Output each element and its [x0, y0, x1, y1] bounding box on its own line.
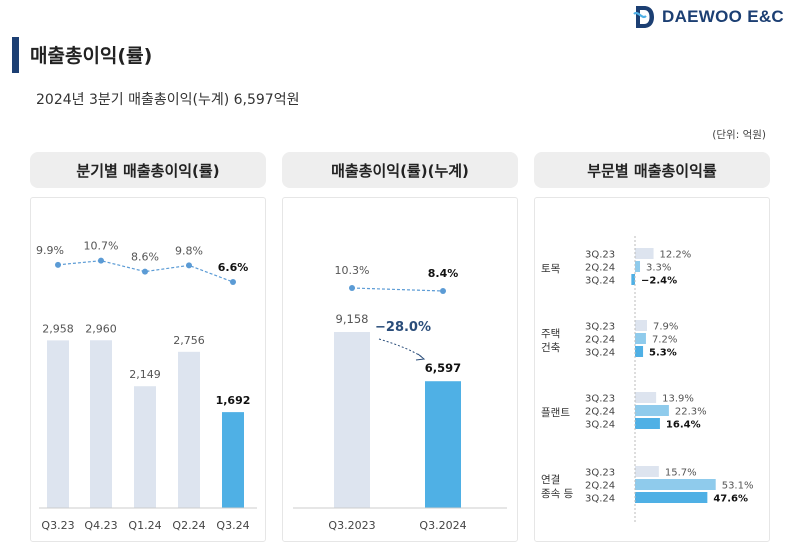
period-label: 3Q.23 [585, 322, 615, 333]
bar-value-label: 2,960 [85, 322, 117, 335]
company-logo: DAEWOO E&C [632, 4, 784, 30]
margin-label: 6.6% [218, 261, 249, 274]
bar-Q2.24 [178, 351, 200, 508]
margin-point [142, 268, 148, 275]
segment-value-label: 16.4% [666, 420, 701, 431]
margin-label: 9.8% [175, 244, 203, 257]
logo-mark-icon [633, 6, 654, 28]
period-label: 3Q.23 [585, 394, 615, 405]
period-label: 2Q.24 [585, 335, 615, 346]
segment-value-label: −2.4% [641, 276, 677, 287]
margin-label: 10.7% [84, 240, 119, 253]
period-label: 2Q.24 [585, 407, 615, 418]
panel-title-cumulative: 매출총이익(률)(누계) [282, 152, 518, 188]
panel-title-segment: 부문별 매출총이익률 [534, 152, 770, 188]
period-label: 3Q.23 [585, 250, 615, 261]
quarterly-chart: 2,958 Q3.23 2,960 Q4.23 2,149 Q1.24 2,756 Q2.24… [36, 240, 257, 532]
unit-note: (단위: 억원) [712, 129, 766, 141]
segment-value-label: 15.7% [665, 468, 697, 479]
x-tick-label: Q3.23 [41, 519, 74, 532]
x-tick-label: Q3.2023 [328, 519, 375, 532]
period-label: 3Q.24 [585, 420, 615, 431]
segment-bar [635, 261, 641, 272]
segment-bar [635, 333, 646, 344]
bar-value-label: 9,158 [336, 312, 369, 326]
change-rate-label: −28.0% [375, 320, 431, 335]
segment-bar [631, 274, 635, 285]
page-subtitle: 2024년 3분기 매출총이익(누계) 6,597억원 [36, 92, 300, 108]
segment-bar [635, 492, 708, 503]
x-tick-label: Q4.23 [84, 519, 117, 532]
bar-Q3.2023 [334, 332, 370, 508]
segment-value-label: 12.2% [660, 250, 692, 261]
margin-label: 10.3% [335, 264, 370, 277]
bar-Q3.23 [47, 340, 69, 508]
segment-name: 연결 [541, 474, 560, 486]
period-label: 2Q.24 [585, 263, 615, 274]
bar-value-label: 2,958 [42, 322, 74, 335]
segment-value-label: 3.3% [646, 263, 671, 274]
page-title: 매출총이익(률) [30, 45, 153, 67]
segment-bar [635, 248, 654, 259]
segment-name: 종속 등 [541, 488, 574, 500]
bar-Q4.23 [90, 340, 112, 508]
margin-label: 9.9% [36, 244, 64, 257]
x-tick-label: Q2.24 [172, 519, 205, 532]
segment-value-label: 22.3% [675, 407, 707, 418]
margin-line [351, 287, 444, 292]
margin-point [230, 279, 236, 285]
margin-point [349, 285, 355, 291]
bar-Q1.24 [134, 386, 156, 508]
segment-bar [635, 405, 669, 416]
bar-value-label: 2,149 [129, 368, 161, 381]
logo-text: DAEWOO E&C [662, 7, 784, 26]
margin-label: 8.4% [428, 267, 459, 280]
bar-value-label: 6,597 [425, 361, 461, 375]
segment-value-label: 7.2% [652, 335, 677, 346]
period-label: 2Q.24 [585, 481, 615, 492]
margin-point [186, 262, 192, 269]
segment-value-label: 13.9% [662, 394, 694, 405]
segment-name: 플랜트 [541, 407, 570, 419]
bar-Q3.24 [222, 412, 244, 508]
period-label: 3Q.23 [585, 468, 615, 479]
bar-value-label: 1,692 [216, 394, 251, 407]
bar-value-label: 2,756 [173, 334, 205, 347]
segment-value-label: 47.6% [713, 494, 748, 505]
margin-point [55, 261, 61, 268]
title-accent-bar [12, 37, 19, 73]
x-tick-label: Q1.24 [128, 519, 161, 532]
segment-name: 건축 [541, 342, 561, 354]
period-label: 3Q.24 [585, 348, 615, 359]
segment-name: 주택 [541, 328, 560, 340]
segment-name: 토목 [541, 263, 561, 275]
panel-cumulative: 9,158 Q3.2023 6,597 Q3.2024 10.3% 8.4% −28.0% [282, 197, 518, 542]
segment-value-label: 7.9% [653, 322, 678, 333]
segment-value-label: 5.3% [649, 348, 677, 359]
margin-label: 8.6% [131, 251, 159, 264]
bar-Q3.2024 [425, 381, 461, 508]
panel-title-quarterly: 분기별 매출총이익(률) [30, 152, 266, 188]
segment-bar [635, 418, 660, 429]
change-arrow-head [415, 353, 426, 361]
margin-point [440, 288, 446, 294]
period-label: 3Q.24 [585, 276, 615, 287]
margin-point [98, 257, 104, 264]
segment-value-label: 53.1% [722, 481, 754, 492]
segment-bar [635, 320, 648, 331]
x-tick-label: Q3.2024 [419, 519, 466, 532]
period-label: 3Q.24 [585, 494, 615, 505]
x-tick-label: Q3.24 [216, 519, 249, 532]
segment-bar [635, 392, 657, 403]
panel-quarterly: 2,958 Q3.23 2,960 Q4.23 2,149 Q1.24 2,756 Q2.24… [30, 197, 266, 542]
segment-bar [635, 466, 659, 477]
change-arrow [378, 338, 423, 358]
cumulative-chart: 9,158 Q3.2023 6,597 Q3.2024 10.3% 8.4% −28.0% [293, 264, 507, 532]
segment-bar [635, 346, 644, 357]
segment-bar [635, 479, 716, 490]
